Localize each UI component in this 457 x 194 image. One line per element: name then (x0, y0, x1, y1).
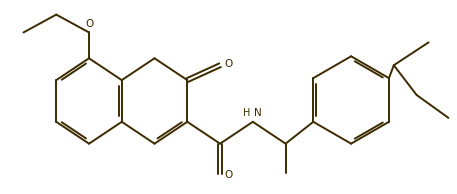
Text: O: O (85, 19, 93, 29)
Text: O: O (224, 171, 232, 180)
Text: O: O (224, 59, 232, 69)
Text: N: N (254, 108, 261, 118)
Text: H: H (243, 108, 250, 118)
